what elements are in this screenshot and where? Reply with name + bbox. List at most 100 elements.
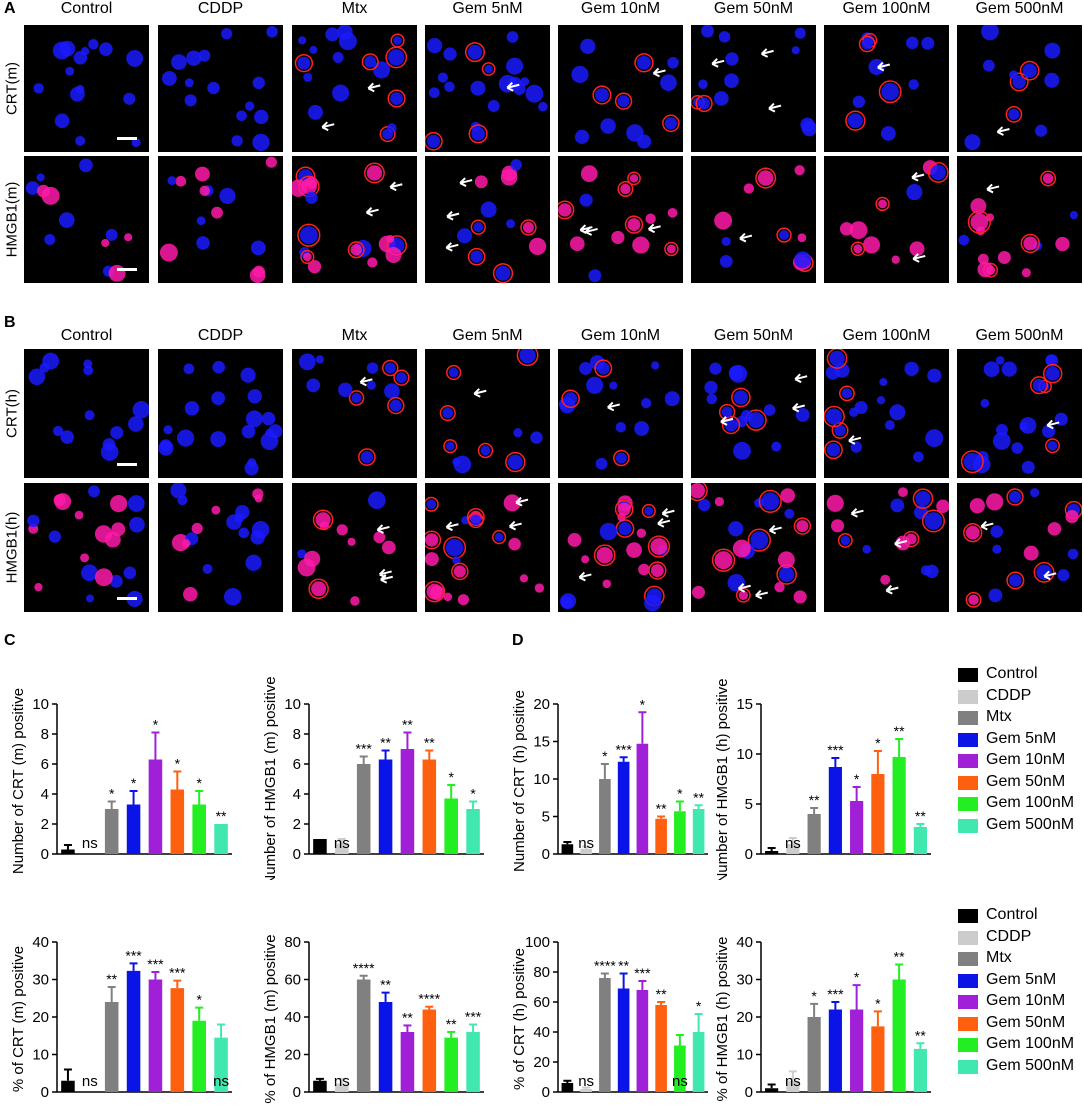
significance-label: ***: [169, 965, 186, 981]
significance-label: *: [875, 735, 881, 751]
micrograph-crt-h-gem-5nm: [425, 349, 550, 478]
y-tick-label: 2: [293, 816, 301, 833]
micrograph-hmgb1-m-gem-500nm: [957, 156, 1082, 283]
significance-label: **: [216, 808, 227, 824]
significance-label: *: [640, 696, 646, 712]
micrograph-crt-m-control: [24, 25, 149, 152]
significance-label: **: [402, 1009, 413, 1025]
significance-label: **: [380, 977, 391, 993]
panel-letter-d: D: [512, 632, 524, 649]
bar-mtx: [807, 814, 821, 854]
legend-swatch: [958, 909, 978, 923]
legend-swatch: [958, 995, 978, 1009]
y-tick-label: 80: [284, 934, 301, 951]
micrograph-hmgb1-h-gem-100nm: [824, 483, 949, 612]
micrograph-hmgb1-m-gem-100nm: [824, 156, 949, 283]
significance-label: *: [811, 988, 817, 1004]
legend-swatch: [958, 818, 978, 833]
arrow-marker: [378, 568, 392, 579]
legend-label: Mtx: [986, 708, 1012, 725]
row-label-crt-h: CRT(h): [3, 388, 21, 438]
legend-label: CDDP: [986, 686, 1032, 704]
significance-label: *: [196, 775, 202, 791]
significance-label: **: [424, 735, 435, 751]
legend-label: Gem 100nM: [986, 794, 1075, 811]
arrow-marker: [996, 126, 1010, 136]
bar-mtx: [104, 1002, 119, 1092]
panel-letter-b: B: [4, 314, 16, 331]
y-axis-label: Number of CRT (h) positive: [511, 690, 528, 872]
significance-label: ***: [465, 1009, 482, 1025]
y-axis-label: % of CRT (m) positive: [10, 946, 27, 1092]
significance-label: ***: [827, 986, 844, 1002]
y-tick-label: 100: [525, 934, 550, 951]
arrow-marker: [359, 376, 373, 387]
arrow-marker: [986, 183, 1000, 194]
micrograph-crt-m-gem-100nm: [824, 25, 949, 152]
legend-label: Gem 50nM: [986, 1013, 1066, 1031]
row-label-hmgb1-h: HMGB1(h): [3, 511, 21, 583]
y-tick-label: 20: [533, 1054, 550, 1071]
legend-swatch: [958, 711, 978, 725]
arrow-marker: [877, 61, 891, 72]
y-tick-label: 8: [293, 726, 301, 743]
significance-label: **: [894, 723, 905, 739]
y-tick-label: 10: [284, 696, 301, 713]
y-tick-label: 4: [41, 786, 49, 803]
y-axis-label: % of HMGB1 (m) positive: [262, 934, 279, 1103]
significance-label: *: [854, 969, 860, 985]
micrograph-hmgb1-m-gem-10nm: [558, 156, 683, 283]
bar-gem-100nm: [444, 798, 458, 854]
significance-label: **: [915, 1027, 926, 1043]
bar-control: [561, 1083, 574, 1092]
significance-label: *: [875, 995, 881, 1011]
significance-label: *: [448, 769, 454, 785]
arrow-marker: [980, 520, 994, 531]
bar-gem-10nm: [850, 801, 864, 854]
column-label-mtx: Mtx: [341, 327, 368, 344]
y-tick-label: 80: [533, 964, 550, 981]
y-tick-label: 0: [41, 1084, 49, 1101]
y-tick-label: 20: [736, 1009, 753, 1026]
arrow-marker: [711, 58, 725, 68]
y-tick-label: 20: [284, 1047, 301, 1064]
legend-label: Control: [986, 665, 1038, 682]
arrow-marker: [720, 416, 734, 426]
micrograph-crt-m-cddp: [158, 25, 283, 152]
arrow-marker: [739, 232, 753, 243]
column-label-control: Control: [60, 327, 113, 344]
bar-gem-50nm: [655, 818, 667, 854]
micrograph-hmgb1-h-gem-10nm: [558, 483, 683, 612]
y-tick-label: 0: [542, 846, 550, 863]
legend-label: Gem 50nM: [986, 772, 1066, 790]
significance-label: ****: [353, 960, 375, 976]
significance-label: **: [446, 1016, 457, 1032]
bar-gem-10nm: [400, 749, 415, 854]
legend-top: Control CDDP Mtx Gem 5nM Gem 10nM Gem 50nM Gem…: [958, 665, 1084, 835]
column-label-gem-50nm: Gem 50nM: [713, 327, 794, 344]
significance-label: ns: [82, 835, 98, 852]
significance-label: *: [602, 748, 608, 764]
legend-label: CDDP: [986, 927, 1032, 945]
bar-control: [61, 1080, 75, 1092]
significance-label: ***: [125, 947, 142, 963]
arrow-marker: [737, 583, 751, 593]
bar-gem-100nm: [444, 1037, 458, 1092]
bar-control: [561, 844, 574, 854]
legend-label: Gem 500nM: [986, 1056, 1075, 1074]
micrograph-crt-h-cddp: [158, 349, 283, 478]
column-label-gem-500nm: Gem 500nM: [975, 327, 1064, 344]
scale-bar: [117, 597, 137, 600]
y-tick-label: 4: [293, 786, 301, 803]
legend-bottom: Control CDDP Mtx Gem 5nM Gem 10nM Gem 50nM Gem…: [958, 906, 1084, 1076]
y-tick-label: 40: [32, 934, 49, 951]
bar-gem-100nm: [192, 804, 206, 854]
y-tick-label: 0: [293, 1084, 301, 1101]
arrow-marker: [885, 584, 899, 595]
arrow-marker: [446, 210, 460, 221]
bar-control: [61, 849, 75, 854]
legend-label: Gem 5nM: [986, 970, 1057, 988]
legend-label: Control: [986, 906, 1038, 923]
